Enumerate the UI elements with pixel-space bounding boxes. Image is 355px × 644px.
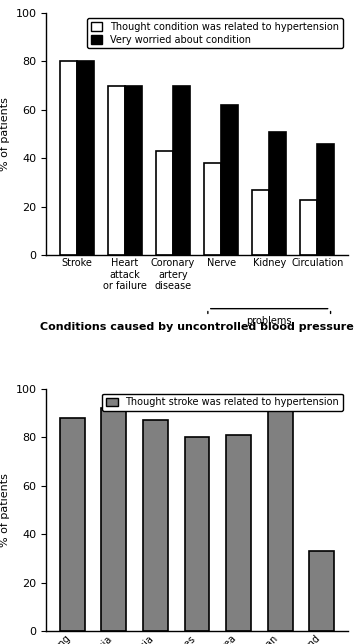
Bar [300, 200, 317, 255]
Bar [268, 406, 293, 631]
Bar [226, 435, 251, 631]
Bar [125, 86, 142, 255]
Legend: Thought condition was related to hypertension, Very worried about condition: Thought condition was related to hyperte… [87, 18, 343, 48]
Bar [60, 418, 85, 631]
Bar [252, 190, 269, 255]
Bar [77, 61, 94, 255]
Bar [317, 144, 334, 255]
Bar [221, 105, 238, 255]
Bar [143, 420, 168, 631]
Bar [269, 131, 286, 255]
X-axis label: Conditions caused by uncontrolled blood pressure: Conditions caused by uncontrolled blood … [40, 322, 354, 332]
Bar [309, 551, 334, 631]
Bar [185, 437, 209, 631]
Bar [108, 86, 125, 255]
Y-axis label: % of patients: % of patients [0, 97, 10, 171]
Y-axis label: % of patients: % of patients [0, 473, 10, 547]
Bar [156, 151, 173, 255]
Legend: Thought stroke was related to hypertension: Thought stroke was related to hypertensi… [102, 393, 343, 412]
Text: problems: problems [246, 316, 292, 326]
Bar [102, 408, 126, 631]
Bar [173, 86, 190, 255]
Bar [60, 61, 77, 255]
Bar [204, 163, 221, 255]
